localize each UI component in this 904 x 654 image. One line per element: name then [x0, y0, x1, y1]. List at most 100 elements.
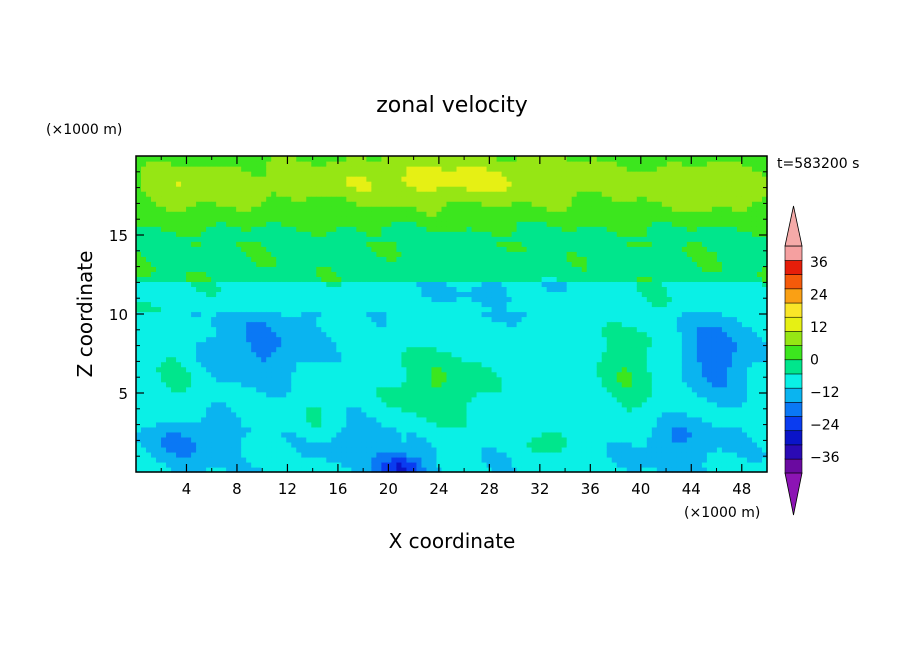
contour-cell — [251, 431, 257, 438]
contour-cell — [481, 361, 488, 368]
contour-cell — [491, 256, 498, 262]
contour-cell — [251, 341, 257, 348]
contour-cell — [146, 366, 152, 373]
contour-cell — [146, 251, 152, 257]
contour-cell — [361, 306, 367, 313]
contour-cell — [176, 201, 182, 207]
contour-cell — [411, 201, 418, 207]
contour-cell — [171, 386, 177, 393]
contour-cell — [266, 336, 272, 343]
contour-cell — [156, 291, 162, 298]
contour-cell — [291, 171, 297, 177]
contour-cell — [191, 296, 197, 303]
contour-cell — [441, 261, 448, 267]
contour-cell — [201, 236, 207, 242]
contour-cell — [416, 331, 423, 338]
contour-cell — [501, 451, 508, 458]
contour-cell — [206, 231, 212, 237]
contour-cell — [141, 241, 147, 247]
contour-cell — [451, 366, 458, 373]
contour-cell — [316, 181, 322, 187]
contour-cell — [271, 401, 277, 408]
contour-cell — [156, 361, 162, 368]
contour-cell — [326, 226, 332, 232]
contour-cell — [481, 231, 488, 237]
contour-cell — [211, 361, 217, 368]
contour-cell — [506, 466, 513, 473]
contour-cell — [336, 376, 342, 383]
contour-cell — [201, 441, 207, 448]
contour-cell — [251, 371, 257, 378]
contour-cell — [476, 251, 483, 257]
contour-cell — [501, 186, 508, 192]
contour-cell — [336, 246, 342, 252]
contour-cell — [281, 331, 287, 338]
contour-cell — [216, 246, 222, 252]
contour-cell — [506, 421, 513, 428]
contour-cell — [236, 191, 242, 197]
contour-cell — [246, 196, 252, 202]
contour-cell — [491, 231, 498, 237]
contour-cell — [281, 281, 287, 288]
contour-cell — [476, 361, 483, 368]
contour-cell — [521, 211, 528, 217]
contour-cell — [161, 446, 167, 453]
contour-cell — [196, 196, 202, 202]
contour-cell — [201, 186, 207, 192]
contour-cell — [441, 346, 448, 353]
contour-cell — [141, 301, 147, 308]
contour-cell — [156, 261, 162, 267]
contour-cell — [331, 421, 337, 428]
contour-cell — [291, 156, 297, 162]
contour-cell — [446, 391, 453, 398]
contour-cell — [221, 371, 227, 378]
contour-cell — [511, 311, 518, 318]
contour-cell — [291, 246, 297, 252]
contour-cell — [256, 176, 262, 182]
contour-cell — [241, 156, 247, 162]
contour-cell — [386, 171, 393, 177]
contour-cell — [411, 381, 418, 388]
contour-cell — [401, 291, 408, 298]
contour-cell — [211, 166, 217, 172]
contour-cell — [221, 336, 227, 343]
contour-cell — [286, 166, 292, 172]
contour-cell — [431, 366, 438, 373]
contour-cell — [271, 366, 277, 373]
contour-cell — [516, 381, 523, 388]
contour-cell — [256, 261, 262, 267]
contour-cell — [531, 401, 538, 408]
contour-cell — [521, 286, 528, 293]
contour-cell — [151, 321, 157, 328]
contour-cell — [246, 436, 252, 443]
contour-cell — [396, 246, 403, 252]
contour-cell — [151, 291, 157, 298]
contour-cell — [211, 251, 217, 257]
contour-cell — [381, 466, 387, 473]
contour-cell — [486, 396, 493, 403]
contour-cell — [411, 171, 418, 177]
contour-cell — [151, 376, 157, 383]
contour-cell — [386, 356, 393, 363]
contour-cell — [456, 381, 463, 388]
contour-cell — [346, 421, 352, 428]
contour-cell — [276, 171, 282, 177]
contour-cell — [376, 456, 382, 463]
contour-cell — [441, 416, 448, 423]
contour-cell — [321, 356, 327, 363]
contour-cell — [296, 186, 302, 192]
contour-cell — [386, 436, 393, 443]
contour-cell — [246, 306, 252, 313]
contour-cell — [306, 296, 312, 303]
contour-cell — [386, 336, 393, 343]
contour-cell — [516, 166, 523, 172]
contour-cell — [206, 301, 212, 308]
contour-cell — [196, 386, 202, 393]
contour-cell — [421, 426, 428, 433]
contour-cell — [261, 351, 267, 358]
contour-cell — [466, 246, 473, 252]
contour-cell — [416, 401, 423, 408]
contour-cell — [281, 466, 287, 473]
contour-cell — [421, 181, 428, 187]
contour-cell — [211, 196, 217, 202]
